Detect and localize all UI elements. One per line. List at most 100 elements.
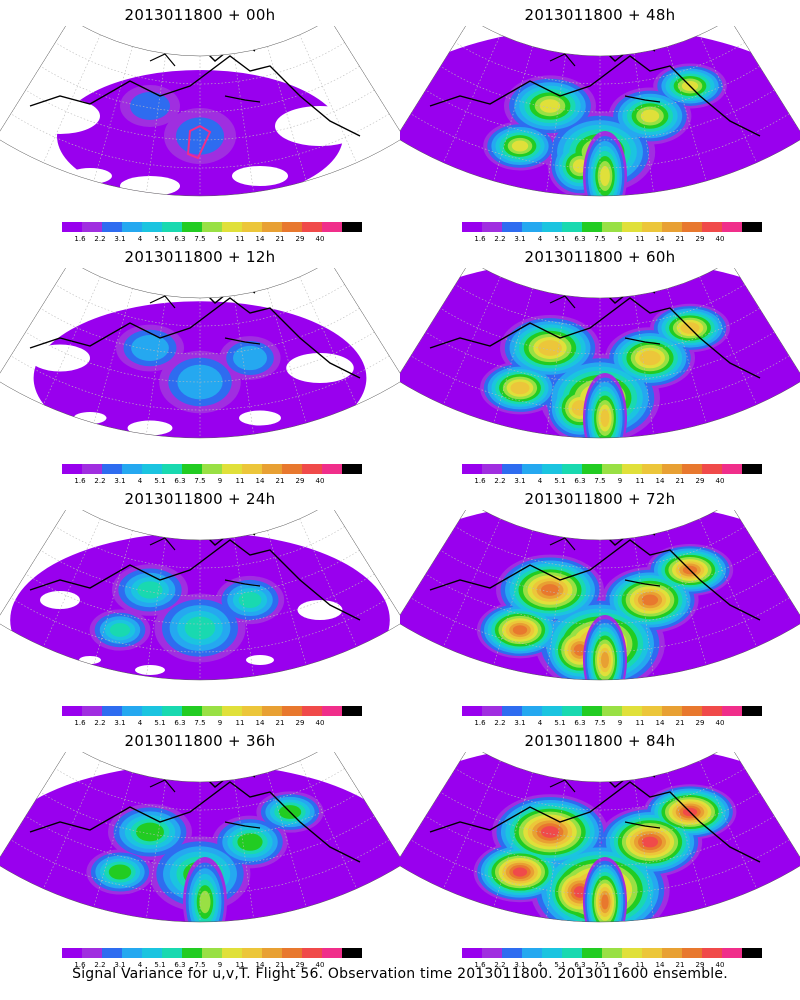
color-scale-label: 21 bbox=[675, 477, 685, 485]
low-variance-gap bbox=[297, 600, 343, 620]
color-swatch bbox=[462, 948, 482, 958]
color-scale-label: 3.1 bbox=[514, 719, 526, 727]
color-swatch bbox=[702, 948, 722, 958]
color-scale bbox=[462, 222, 762, 232]
forecast-panel: 2013011800 + 84h 1.6 2.2 3.1 4 5.1 6.3 7.5 9 11 1… bbox=[400, 726, 800, 969]
low-variance-gap bbox=[30, 344, 90, 372]
graticule-line bbox=[633, 53, 654, 193]
graticule-line bbox=[546, 53, 567, 193]
graticule-line bbox=[667, 772, 707, 908]
variance-contour bbox=[641, 594, 659, 606]
graticule-line bbox=[633, 295, 654, 435]
color-scale-label: 9 bbox=[617, 719, 623, 727]
color-swatch bbox=[542, 222, 562, 232]
color-swatch bbox=[702, 222, 722, 232]
graticule-line bbox=[410, 355, 790, 411]
color-swatch bbox=[642, 222, 662, 232]
color-scale-label: 14 bbox=[255, 719, 265, 727]
color-swatch bbox=[302, 948, 322, 958]
color-scale-label: 3.1 bbox=[114, 719, 126, 727]
color-scale-label: 2.2 bbox=[94, 719, 106, 727]
graticule-line bbox=[267, 288, 307, 424]
color-scale-label: 9 bbox=[617, 477, 623, 485]
graticule-line bbox=[440, 792, 760, 839]
low-variance-gap bbox=[40, 591, 80, 609]
variance-contour bbox=[573, 644, 587, 656]
color-scale-labels: 1.6 2.2 3.1 4 5.1 6.3 7.5 9 11 14 21 29 40 bbox=[462, 719, 762, 729]
color-scale-label: 40 bbox=[315, 719, 325, 727]
color-scale-label: 11 bbox=[235, 235, 245, 243]
color-scale bbox=[62, 706, 362, 716]
color-scale-label: 3.1 bbox=[114, 961, 126, 969]
variance-contour bbox=[136, 822, 164, 842]
color-swatch bbox=[642, 948, 662, 958]
variance-contour bbox=[539, 99, 561, 113]
color-scale-label: 7.5 bbox=[594, 235, 606, 243]
panel-title: 2013011800 + 60h bbox=[524, 248, 676, 266]
variance-field bbox=[400, 752, 800, 923]
color-swatch bbox=[102, 948, 122, 958]
color-swatch bbox=[262, 464, 282, 474]
color-scale-labels: 1.6 2.2 3.1 4 5.1 6.3 7.5 9 11 14 21 29 40 bbox=[462, 235, 762, 245]
graticule-line bbox=[10, 597, 390, 653]
color-scale-label: 6.3 bbox=[574, 719, 586, 727]
color-swatch bbox=[122, 222, 142, 232]
color-scale-label: 5.1 bbox=[154, 477, 166, 485]
variance-field bbox=[0, 26, 400, 197]
graticule-line bbox=[55, 768, 345, 811]
graticule-line bbox=[493, 772, 533, 908]
color-swatch bbox=[702, 706, 722, 716]
color-scale-label: 40 bbox=[315, 961, 325, 969]
graticule-line bbox=[10, 839, 390, 895]
graticule-line bbox=[40, 550, 360, 597]
color-scale-labels: 1.6 2.2 3.1 4 5.1 6.3 7.5 9 11 14 21 29 40 bbox=[62, 961, 362, 971]
color-scale-label: 21 bbox=[275, 719, 285, 727]
color-swatch bbox=[582, 464, 602, 474]
color-scale-label: 4 bbox=[137, 719, 143, 727]
color-scale-label: 40 bbox=[315, 477, 325, 485]
coastline bbox=[549, 53, 661, 103]
color-swatch bbox=[622, 222, 642, 232]
color-scale-label: 1.6 bbox=[74, 961, 86, 969]
color-swatch bbox=[742, 706, 762, 716]
color-scale-label: 9 bbox=[217, 961, 223, 969]
variance-map bbox=[400, 26, 800, 197]
color-swatch bbox=[742, 222, 762, 232]
color-swatch bbox=[142, 706, 162, 716]
color-swatch bbox=[622, 464, 642, 474]
color-swatch bbox=[502, 464, 522, 474]
color-scale-label: 11 bbox=[235, 961, 245, 969]
coastline bbox=[149, 53, 261, 103]
variance-map bbox=[400, 752, 800, 923]
color-swatch bbox=[102, 464, 122, 474]
graticule-line bbox=[55, 526, 345, 569]
color-scale-label: 11 bbox=[635, 719, 645, 727]
variance-contour bbox=[130, 92, 170, 120]
color-swatch bbox=[482, 706, 502, 716]
color-scale-label: 6.3 bbox=[174, 235, 186, 243]
color-scale-label: 2.2 bbox=[494, 235, 506, 243]
variance-contour bbox=[639, 350, 661, 366]
graticule-line bbox=[146, 779, 167, 919]
color-scale-label: 1.6 bbox=[74, 477, 86, 485]
color-scale bbox=[462, 948, 762, 958]
color-swatch bbox=[722, 706, 742, 716]
variance-contour bbox=[108, 864, 132, 880]
color-scale-label: 5.1 bbox=[154, 961, 166, 969]
variance-contour bbox=[573, 886, 587, 898]
color-swatch bbox=[682, 222, 702, 232]
variance-contour bbox=[109, 623, 131, 637]
color-swatch bbox=[222, 222, 242, 232]
graticule-line bbox=[93, 772, 133, 908]
color-scale-label: 5.1 bbox=[154, 235, 166, 243]
color-swatch bbox=[242, 464, 262, 474]
low-variance-gap bbox=[239, 410, 281, 426]
color-scale-label: 21 bbox=[675, 961, 685, 969]
color-swatch bbox=[222, 464, 242, 474]
color-scale bbox=[462, 706, 762, 716]
color-scale-label: 4 bbox=[537, 961, 543, 969]
color-swatch bbox=[102, 222, 122, 232]
variance-map bbox=[400, 510, 800, 681]
graticule-line bbox=[440, 308, 760, 355]
color-swatch bbox=[342, 464, 362, 474]
